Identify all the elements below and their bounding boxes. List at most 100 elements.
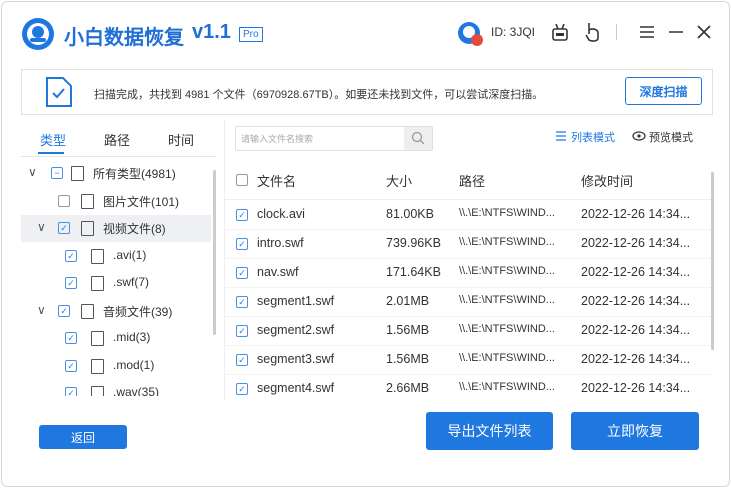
checkbox[interactable]: ✓ — [58, 222, 70, 234]
tab[interactable]: 类型 — [40, 133, 67, 148]
table-cell: \\.\E:\NTFS\WIND... — [459, 294, 555, 306]
table-cell: nav.swf — [257, 265, 299, 279]
preview-mode-icon — [632, 131, 646, 141]
tree-label[interactable]: 图片文件(101) — [103, 194, 180, 209]
hand-icon[interactable] — [583, 21, 603, 43]
header-divider — [224, 199, 712, 200]
table-cell: \\.\E:\NTFS\WIND... — [459, 207, 555, 219]
document-icon — [46, 77, 72, 107]
tree-scrollbar[interactable] — [213, 170, 216, 335]
tree-label[interactable]: .mod(1) — [113, 357, 155, 372]
tab[interactable]: 时间 — [168, 133, 195, 148]
table-cell: 739.96KB — [386, 236, 441, 250]
table-cell: 2022-12-26 14:34... — [581, 294, 691, 308]
header-checkbox[interactable] — [236, 174, 248, 186]
tree-label[interactable]: .wav(35) — [113, 385, 160, 396]
column-header[interactable]: 修改时间 — [581, 174, 634, 189]
expand-arrow[interactable]: ∨ — [37, 302, 46, 317]
app-version: v1.1 — [192, 21, 231, 43]
expand-arrow[interactable]: ∨ — [37, 220, 46, 234]
tree-label[interactable]: 音频文件(39) — [103, 304, 173, 319]
recover-button[interactable]: 立即恢复 — [571, 412, 699, 450]
table-cell: segment1.swf — [257, 294, 335, 308]
menu-button[interactable] — [639, 24, 655, 40]
row-checkbox[interactable]: ✓ — [236, 354, 248, 366]
row-divider — [224, 374, 712, 375]
row-divider — [224, 316, 712, 317]
avatar[interactable] — [457, 21, 485, 47]
column-header[interactable]: 大小 — [386, 174, 413, 189]
user-id: ID: 3JQI — [491, 25, 536, 39]
pro-badge: Pro — [239, 27, 263, 42]
tab[interactable]: 路径 — [104, 133, 131, 148]
tree-label[interactable]: .swf(7) — [113, 275, 149, 289]
table-cell: 81.00KB — [386, 207, 434, 221]
search-box[interactable] — [235, 126, 433, 151]
table-cell: 2.01MB — [386, 294, 430, 308]
file-type-icon — [81, 193, 94, 209]
row-checkbox[interactable]: ✓ — [236, 325, 248, 337]
column-header[interactable]: 路径 — [459, 174, 486, 189]
deep-scan-button[interactable]: 深度扫描 — [625, 77, 702, 105]
checkbox[interactable]: ✓ — [65, 277, 77, 289]
table-cell: 2022-12-26 14:34... — [581, 323, 691, 337]
row-divider — [224, 229, 712, 230]
tree-label[interactable]: 视频文件(8) — [103, 222, 166, 236]
table-scrollbar[interactable] — [711, 172, 714, 350]
view-mode[interactable]: 预览模式 — [649, 132, 693, 144]
export-button[interactable]: 导出文件列表 — [426, 412, 553, 450]
table-cell: \\.\E:\NTFS\WIND... — [459, 323, 555, 335]
file-type-icon — [91, 248, 104, 264]
table-cell: \\.\E:\NTFS\WIND... — [459, 381, 555, 393]
tree-label[interactable]: .avi(1) — [113, 247, 147, 262]
checkbox[interactable]: ✓ — [65, 249, 77, 262]
checkbox[interactable]: − — [51, 167, 63, 179]
list-mode-icon — [556, 131, 566, 141]
tree-label[interactable]: .mid(3) — [113, 330, 151, 344]
table-cell: 2022-12-26 14:34... — [581, 352, 691, 366]
file-table: 文件名 大小 路径 修改时间 ✓ clock.avi 81.00KB \\.\E:\NTFS\… — [224, 159, 712, 396]
checkbox[interactable] — [58, 194, 70, 207]
file-type-icon — [91, 331, 104, 346]
checkbox[interactable]: ✓ — [65, 332, 77, 344]
column-header[interactable]: 文件名 — [257, 174, 297, 189]
table-cell: segment4.swf — [257, 381, 335, 395]
file-type-icon — [91, 386, 104, 396]
search-placeholder: 请输入文件名搜索 — [241, 134, 314, 144]
table-cell: \\.\E:\NTFS\WIND... — [459, 236, 555, 248]
separator — [616, 24, 617, 40]
back-button[interactable]: 返回 — [39, 425, 127, 449]
row-divider — [224, 258, 712, 259]
file-type-icon — [71, 166, 84, 181]
table-cell: segment2.swf — [257, 323, 335, 337]
row-checkbox[interactable]: ✓ — [236, 296, 248, 308]
row-checkbox[interactable]: ✓ — [236, 209, 248, 221]
table-cell: 1.56MB — [386, 323, 430, 337]
search-button[interactable] — [404, 127, 432, 150]
checkbox[interactable]: ✓ — [65, 387, 77, 396]
row-checkbox[interactable]: ✓ — [236, 238, 248, 250]
row-checkbox[interactable]: ✓ — [236, 267, 248, 279]
close-button[interactable] — [696, 24, 712, 40]
table-cell: 2022-12-26 14:34... — [581, 265, 691, 279]
checkbox[interactable]: ✓ — [65, 359, 77, 372]
row-divider — [224, 287, 712, 288]
table-cell: segment3.swf — [257, 352, 335, 366]
minimize-button[interactable] — [668, 24, 684, 40]
panel-divider — [224, 120, 225, 400]
file-type-icon — [81, 221, 94, 236]
table-cell: intro.swf — [257, 236, 304, 250]
checkbox[interactable]: ✓ — [58, 304, 70, 317]
row-checkbox[interactable]: ✓ — [236, 383, 248, 395]
view-mode[interactable]: 列表模式 — [571, 132, 615, 144]
expand-arrow[interactable]: ∨ — [28, 165, 37, 179]
table-cell: \\.\E:\NTFS\WIND... — [459, 265, 555, 277]
file-type-icon — [81, 303, 94, 319]
status-bar — [21, 69, 713, 115]
file-type-icon — [91, 358, 104, 374]
robot-icon[interactable] — [550, 22, 570, 42]
row-divider — [224, 345, 712, 346]
tree-label[interactable]: 所有类型(4981) — [93, 167, 176, 181]
tab-divider — [21, 156, 216, 157]
table-cell: 171.64KB — [386, 265, 441, 279]
